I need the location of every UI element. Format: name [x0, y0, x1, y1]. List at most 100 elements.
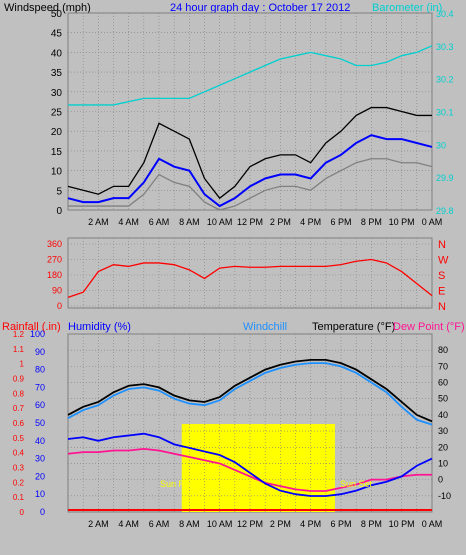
wind-grid — [68, 12, 432, 211]
sun-band — [181, 424, 335, 512]
humidity-y-tick-label: 10 — [35, 489, 45, 499]
wind-y-ticks: 0 5 10 15 20 25 30 35 40 45 50 — [51, 9, 63, 217]
compass-letter: E — [438, 286, 445, 298]
rainfall-y-tick-label: 0.8 — [13, 389, 25, 398]
barometer-line — [68, 45, 433, 106]
minimum-line — [68, 158, 433, 211]
wind-y-tick-label: 35 — [51, 68, 63, 79]
temperature-x-tick-label: 10 PM — [389, 519, 415, 529]
wind-axis-label: Windspeed (mph) — [4, 2, 91, 14]
gust-line — [67, 106, 432, 200]
sunset-label: Sun Set — [340, 479, 373, 489]
temperature-x-tick-label: 8 AM — [179, 519, 200, 529]
barometer-y-ticks: 29.8 29.9 30 30.1 30.2 30.3 30.4 — [436, 9, 454, 216]
temperature-x-tick-label: 4 PM — [300, 519, 321, 529]
wind-x-tick-label: 10 PM — [389, 217, 415, 227]
humidity-y-tick-label: 90 — [35, 347, 45, 357]
wind-x-tick-label: 0 AM — [422, 217, 443, 227]
temperature-line — [67, 358, 433, 423]
temperature-x-tick-label: 2 PM — [270, 519, 291, 529]
barometer-y-tick-label: 30.3 — [436, 42, 454, 52]
barometer-y-tick-label: 30.4 — [436, 9, 454, 19]
rainfall-y-tick-label: 1.2 — [13, 330, 25, 339]
humidity-y-tick-label: 100 — [30, 329, 45, 339]
barometer-axis-label: Barometer (in) — [372, 2, 442, 14]
wind-y-tick-label: 40 — [51, 48, 63, 59]
wind-x-tick-label: 6 AM — [149, 217, 170, 227]
humidity-y-tick-label: 20 — [35, 471, 45, 481]
humidity-y-tick-label: 80 — [35, 365, 45, 375]
humidity-axis-label: Humidity (%) — [68, 321, 131, 333]
rainfall-y-tick-label: 1 — [20, 360, 25, 369]
temperature-x-tick-label: 6 PM — [330, 519, 351, 529]
rainfall-y-tick-label: 0.9 — [13, 375, 25, 384]
temperature-x-tick-label: 4 AM — [118, 519, 139, 529]
temperature-x-tick-label: 0 AM — [422, 519, 443, 529]
barometer-y-tick-label: 30.2 — [436, 75, 454, 85]
rainfall-y-tick-label: 0.7 — [13, 404, 25, 413]
rainfall-y-tick-label: 0.3 — [13, 464, 25, 473]
wind-x-tick-label: 8 AM — [179, 217, 200, 227]
humidity-y-tick-label: 60 — [35, 400, 45, 410]
wind-x-tick-label: 10 AM — [207, 217, 233, 227]
direction-y-tick-label: 180 — [47, 270, 62, 280]
humidity-y-tick-label: 50 — [35, 418, 45, 428]
wind-y-tick-label: 50 — [51, 9, 63, 20]
sunrise-label: Sun Rise — [160, 479, 197, 489]
rainfall-y-tick-label: 0.6 — [13, 419, 25, 428]
wind-y-tick-label: 15 — [51, 147, 63, 158]
compass-letter: N — [438, 301, 446, 313]
barometer-y-tick-label: 30 — [436, 140, 446, 150]
wind-y-tick-label: 5 — [56, 186, 62, 197]
rainfall-y-tick-label: 1.1 — [13, 345, 25, 354]
wind-x-tick-label: 4 AM — [118, 217, 139, 227]
direction-y-tick-label: 360 — [47, 239, 62, 249]
rainfall-y-tick-label: 0.4 — [13, 449, 25, 458]
wind-x-tick-label: 12 PM — [237, 217, 263, 227]
humidity-y-ticks: 0 10 20 30 40 50 60 70 80 90 100 — [30, 329, 45, 517]
windchill-label: Windchill — [243, 321, 287, 333]
temperature-x-tick-label: 8 PM — [361, 519, 382, 529]
rainfall-y-tick-label: 0.2 — [13, 478, 25, 487]
temperature-y-tick-label: 10 — [438, 458, 448, 468]
direction-plot-area — [67, 237, 433, 309]
humidity-y-tick-label: 70 — [35, 382, 45, 392]
compass-letter: S — [438, 270, 445, 282]
temperature-y-tick-label: 30 — [438, 426, 448, 436]
windchill-line — [67, 362, 433, 426]
humidity-y-tick-label: 30 — [35, 454, 45, 464]
temperature-y-tick-label: 80 — [438, 345, 448, 355]
direction-y-ticks: 0 90 180 270 360 — [47, 239, 62, 311]
compass-letter: W — [438, 255, 449, 267]
temperature-x-tick-label: 12 PM — [237, 519, 263, 529]
temperature-x-tick-label: 6 AM — [149, 519, 170, 529]
compass-letter: N — [438, 239, 446, 251]
humidity-y-tick-label: 0 — [40, 507, 45, 517]
average-line — [67, 134, 433, 208]
temperature-y-tick-label: 20 — [438, 442, 448, 452]
rainfall-axis-label: Rainfall (.in) — [2, 321, 61, 333]
barometer-y-tick-label: 29.9 — [436, 173, 454, 183]
temperature-y-tick-label: -10 — [438, 491, 451, 501]
wind-x-tick-label: 4 PM — [300, 217, 321, 227]
humidity-line — [67, 432, 433, 497]
direction-series — [67, 258, 433, 299]
barometer-y-tick-label: 30.1 — [436, 108, 454, 118]
wind-y-tick-label: 20 — [51, 127, 63, 138]
wind-y-tick-label: 30 — [51, 88, 63, 99]
dewpoint-line — [67, 447, 432, 492]
wind-y-tick-label: 45 — [51, 29, 63, 40]
direction-y-tick-label: 0 — [57, 301, 62, 311]
wind-y-tick-label: 0 — [56, 206, 62, 217]
temperature-y-tick-label: 60 — [438, 378, 448, 388]
rainfall-y-tick-label: 0.1 — [13, 493, 25, 502]
temperature-x-tick-label: 10 AM — [207, 519, 233, 529]
daylight-band — [181, 424, 335, 512]
direction-y-tick-label: 90 — [52, 286, 62, 296]
wind-x-tick-label: 8 PM — [361, 217, 382, 227]
temperature-x-ticks: 2 AM 4 AM 6 AM 8 AM 10 AM 12 PM 2 PM 4 PM 6 PM 8 … — [88, 519, 442, 529]
wind-x-tick-label: 2 PM — [270, 217, 291, 227]
wind-y-tick-label: 10 — [51, 167, 63, 178]
rainfall-y-tick-label: 0 — [20, 508, 25, 517]
